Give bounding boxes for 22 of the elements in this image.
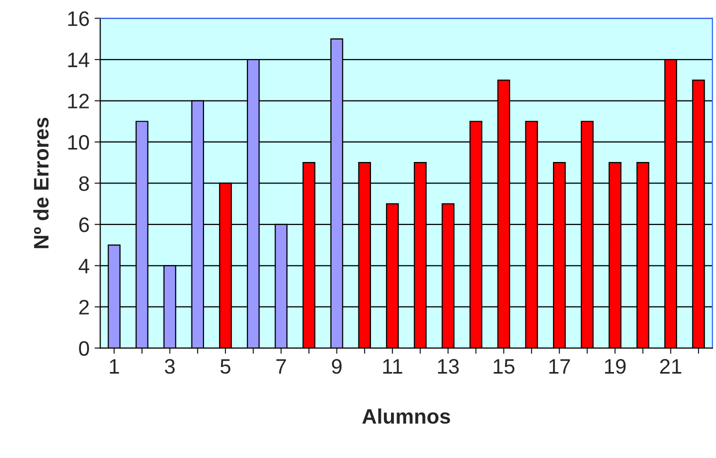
y-tick-label: 8 — [79, 176, 89, 191]
y-tick-label: 6 — [79, 217, 89, 232]
x-tick-label: 21 — [660, 359, 682, 374]
y-tick-label: 2 — [79, 300, 89, 314]
y-axis-title: Nº de Errores — [33, 118, 49, 248]
x-axis-title: Alumnos — [362, 408, 450, 424]
y-tick-label: 4 — [78, 258, 90, 274]
y-tick-label: 0 — [79, 341, 90, 356]
x-tick-label: 1 — [110, 359, 119, 374]
x-tick-label: 5 — [220, 359, 230, 374]
x-tick-label: 13 — [438, 359, 459, 374]
x-tick-label: 15 — [494, 359, 514, 374]
y-tick-label: 10 — [68, 134, 90, 150]
x-tick-label: 7 — [276, 359, 286, 374]
x-tick-label: 9 — [332, 359, 342, 374]
x-tick-label: 17 — [549, 359, 570, 374]
y-tick-label: 16 — [68, 11, 89, 26]
x-tick-label: 11 — [383, 359, 402, 374]
y-tick-label: 12 — [68, 94, 89, 108]
x-tick-label: 19 — [605, 359, 626, 374]
y-tick-label: 14 — [68, 52, 90, 68]
x-tick-label: 3 — [164, 359, 175, 374]
